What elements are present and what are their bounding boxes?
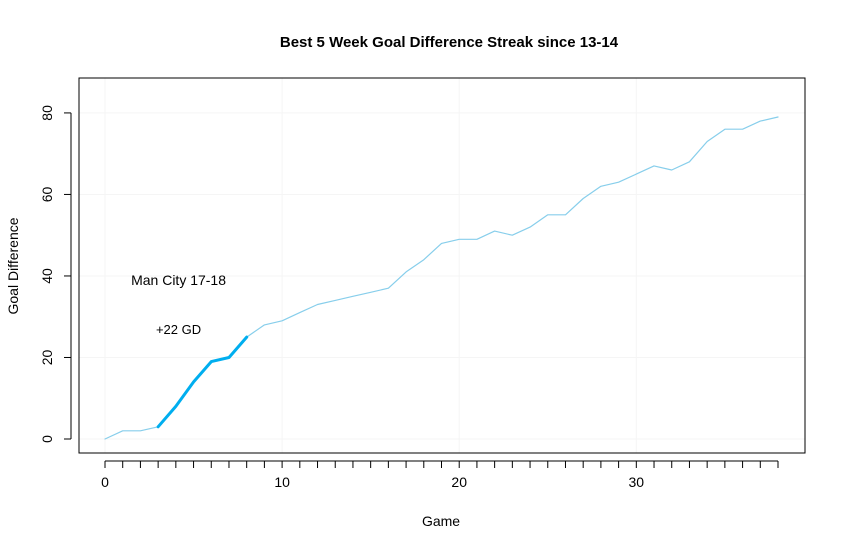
x-axis-title: Game — [422, 513, 460, 529]
y-tick-label: 60 — [39, 186, 55, 202]
grid-lines — [79, 78, 805, 453]
plot-frame — [78, 77, 806, 454]
annotations: Man City 17-18 +22 GD — [131, 272, 226, 337]
y-tick-label: 80 — [39, 105, 55, 121]
chart-title: Best 5 Week Goal Difference Streak since… — [280, 34, 619, 51]
series-layer — [104, 116, 779, 440]
x-tick-label: 10 — [274, 474, 290, 490]
y-axis-title: Goal Difference — [5, 217, 21, 314]
y-tick-label: 40 — [39, 268, 55, 284]
y-tick-label: 0 — [39, 435, 55, 443]
annotation-team: Man City 17-18 — [131, 272, 226, 288]
annotation-gd: +22 GD — [156, 322, 201, 337]
y-tick-label: 20 — [39, 349, 55, 365]
x-axis: 0 10 20 30 — [101, 460, 779, 490]
x-tick-label: 20 — [451, 474, 467, 490]
y-axis: 0 20 40 60 80 — [39, 105, 72, 443]
x-tick-label: 0 — [101, 474, 109, 490]
x-tick-label: 30 — [629, 474, 645, 490]
streak-line — [156, 335, 249, 429]
